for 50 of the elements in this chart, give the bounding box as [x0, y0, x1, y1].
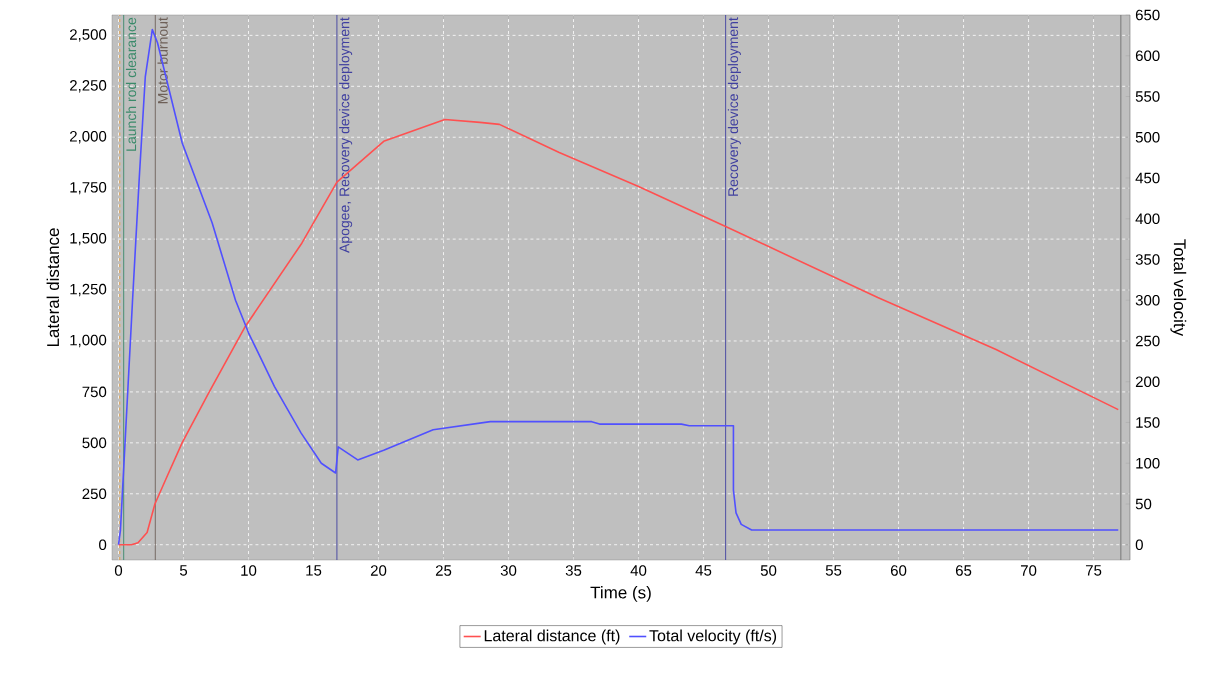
y2-tick-label: 100 [1136, 457, 1160, 469]
y2-tick-label: 350 [1135, 254, 1160, 265]
y2-tick-label: 250 [1135, 335, 1160, 347]
x-tick-label: 50 [760, 565, 777, 576]
x-tick-label: 75 [1085, 565, 1102, 576]
y2-tick-label: 650 [1135, 9, 1160, 21]
y-tick-label: 500 [82, 437, 107, 449]
ref-line-label: Motor burnout [157, 17, 168, 104]
y2-tick-label: 200 [1135, 376, 1160, 388]
x-tick-label: 5 [179, 565, 188, 576]
x-tick-label: 40 [630, 565, 647, 576]
x-tick-label: 35 [565, 565, 582, 576]
y2-tick-label: 500 [1135, 131, 1160, 143]
x-tick-label: 15 [306, 565, 322, 576]
legend-label: Lateral distance (ft) [484, 629, 620, 645]
ref-line-label: Recovery device deployment [727, 17, 741, 196]
y2-tick-label: 600 [1135, 50, 1160, 62]
y-tick-label: 2,250 [70, 80, 107, 93]
x-tick-label: 65 [955, 565, 972, 576]
y-tick-label: 250 [82, 488, 107, 500]
y-tick-label: 2,500 [70, 29, 107, 42]
y-tick-label: 1,250 [70, 283, 107, 297]
x-tick-label: 10 [241, 565, 257, 576]
x-axis-title: Time (s) [590, 586, 651, 602]
ref-line-label: Apogee, Recovery device deployment [339, 17, 353, 253]
y-axis-title: Lateral distance [46, 228, 60, 347]
y2-tick-label: 50 [1135, 498, 1152, 510]
y2-tick-label: 150 [1136, 417, 1160, 428]
y2-tick-label: 300 [1135, 294, 1160, 306]
y2-tick-label: 0 [1135, 539, 1143, 551]
x-tick-label: 55 [825, 565, 842, 576]
legend-label: Total velocity (ft/s) [649, 629, 777, 645]
y2-tick-label: 450 [1135, 172, 1160, 184]
x-tick-label: 60 [890, 565, 907, 576]
y2-tick-label: 400 [1135, 213, 1160, 225]
ref-line-label: Launch rod clearance [125, 17, 137, 151]
y-tick-label: 1,500 [70, 232, 107, 246]
x-tick-label: 25 [435, 565, 452, 576]
y2-axis-title: Total velocity [1170, 239, 1187, 337]
y-tick-label: 0 [99, 539, 107, 551]
y-tick-label: 750 [82, 386, 107, 398]
y-tick-label: 1,000 [70, 334, 107, 348]
x-tick-label: 0 [114, 565, 123, 576]
y2-tick-label: 550 [1135, 91, 1160, 102]
x-tick-label: 70 [1020, 565, 1037, 576]
x-tick-label: 20 [370, 565, 387, 576]
y-tick-label: 2,000 [70, 131, 107, 144]
y-tick-label: 1,750 [70, 181, 107, 195]
x-tick-label: 45 [695, 565, 712, 576]
x-tick-label: 30 [500, 565, 517, 576]
